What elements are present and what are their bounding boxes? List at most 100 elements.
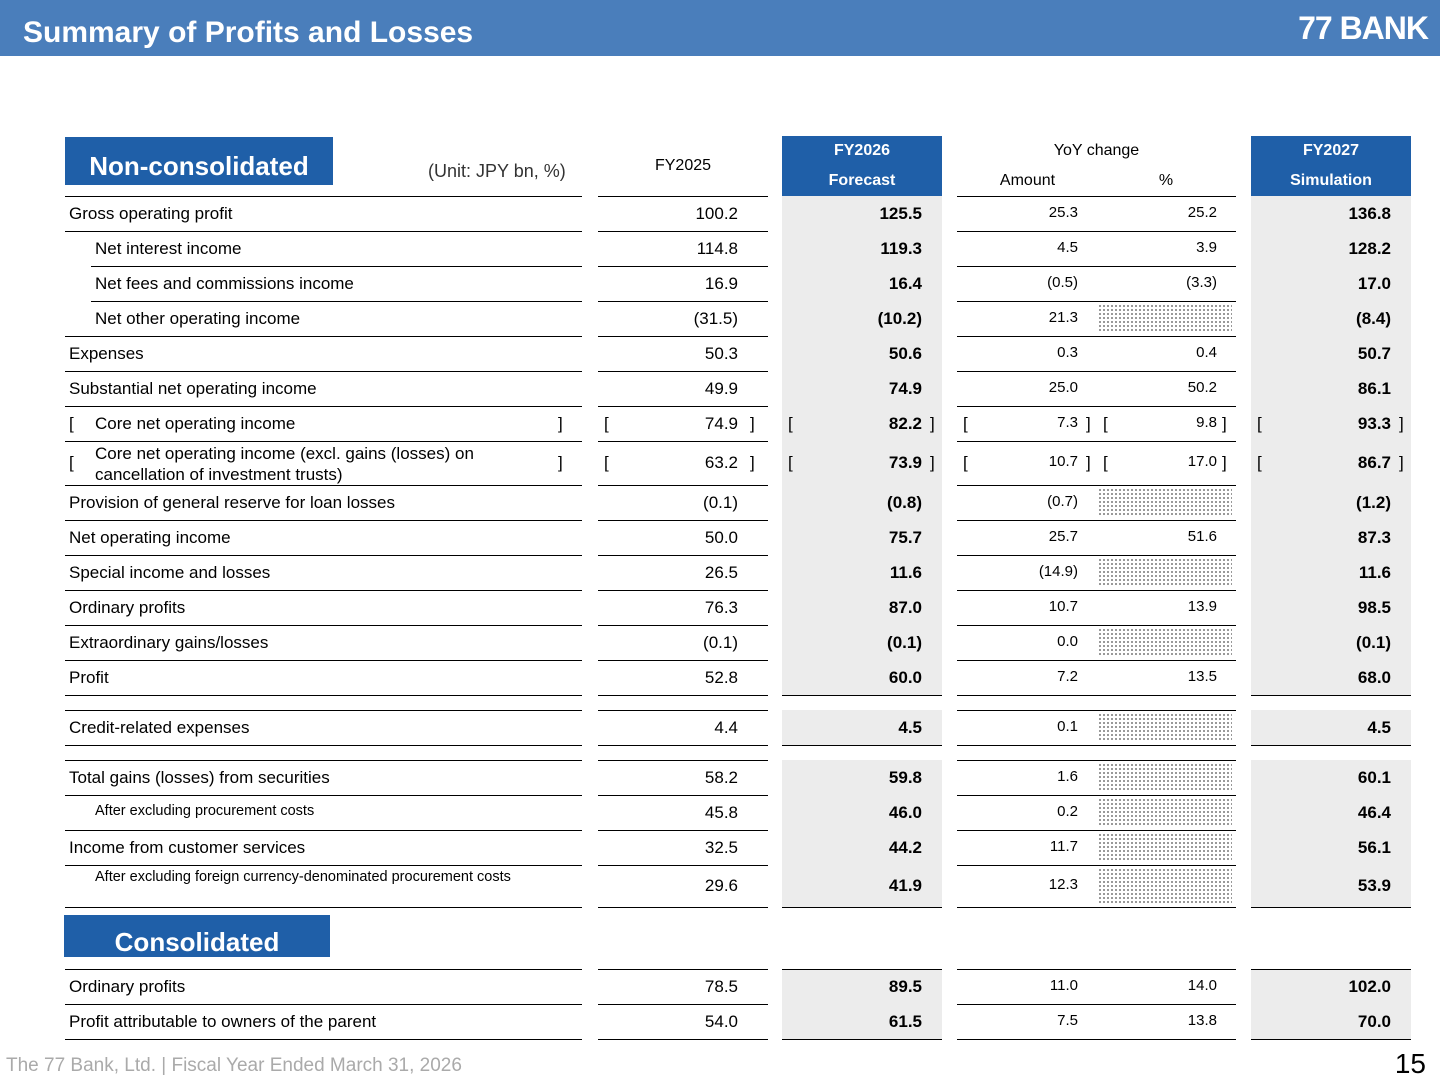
row-divider xyxy=(957,1004,1236,1005)
fy2026-value: 59.8 xyxy=(888,767,922,787)
yoy-amount-value: 11.0 xyxy=(1049,976,1078,994)
fy2026-value: 75.7 xyxy=(888,527,922,547)
fy2026-cell-bg xyxy=(782,760,942,795)
yoy-pct-value: 13.8 xyxy=(1187,1011,1217,1029)
row-divider xyxy=(1251,907,1411,908)
row-divider xyxy=(65,745,582,746)
fy2026-value: 82.2 xyxy=(888,413,922,433)
fy2026-value: 4.5 xyxy=(898,717,922,737)
yoy-amount-value: 21.3 xyxy=(1048,308,1078,326)
pct-na-pattern xyxy=(1098,558,1232,587)
fy2027-cell-bg xyxy=(1251,301,1411,336)
yoy-amount-value: 0.1 xyxy=(1057,717,1078,735)
bracket-open: [ xyxy=(1257,413,1262,433)
fy2027-cell-bg xyxy=(1251,406,1411,441)
fy2026-cell-bg xyxy=(782,795,942,830)
row-divider xyxy=(65,336,582,337)
pct-na-pattern xyxy=(1098,763,1232,792)
row-divider xyxy=(957,555,1236,556)
row-divider xyxy=(65,1004,582,1005)
row-divider xyxy=(598,795,768,796)
row-divider xyxy=(598,231,768,232)
row-divider xyxy=(65,231,582,232)
row-label: Net interest income xyxy=(95,238,242,258)
fy2026-value: (0.1) xyxy=(887,632,922,652)
bracket-open: [ xyxy=(1103,413,1108,433)
row-divider xyxy=(65,590,582,591)
row-label: Core net operating income xyxy=(95,413,296,433)
fy2027-value: 11.6 xyxy=(1358,562,1391,582)
row-divider xyxy=(957,371,1236,372)
row-label: After excluding foreign currency-denomin… xyxy=(95,869,511,885)
row-label: Credit-related expenses xyxy=(69,717,250,737)
fy2027-value: (8.4) xyxy=(1356,308,1391,328)
col-header-amount: Amount xyxy=(999,172,1056,189)
fy2025-value: 26.5 xyxy=(704,562,738,582)
fy2026-cell-bg xyxy=(782,266,942,301)
fy2026-cell-bg xyxy=(782,555,942,590)
row-divider xyxy=(957,520,1236,521)
fy2027-cell-bg xyxy=(1251,266,1411,301)
fy2026-value: (0.8) xyxy=(887,492,922,512)
fy2027-cell-bg xyxy=(1251,830,1411,865)
fy2027-value: 46.4 xyxy=(1357,802,1391,822)
col-header-pct: % xyxy=(1158,172,1174,189)
fy2026-value: 60.0 xyxy=(888,667,922,687)
row-divider xyxy=(957,830,1236,831)
fy2027-value: 128.2 xyxy=(1348,238,1391,258)
row-divider xyxy=(598,371,768,372)
yoy-amount-value: 1.6 xyxy=(1057,767,1078,785)
bracket-open: [ xyxy=(788,413,793,433)
fy2027-cell-bg xyxy=(1251,231,1411,266)
fy2026-cell-bg xyxy=(782,1004,942,1039)
row-divider xyxy=(957,406,1236,407)
row-divider xyxy=(1251,695,1411,696)
bracket-close: ] xyxy=(558,453,563,472)
fy2025-value: 54.0 xyxy=(704,1011,738,1031)
row-divider xyxy=(957,660,1236,661)
row-label: Ordinary profits xyxy=(69,976,186,996)
pct-na-pattern xyxy=(1098,868,1232,904)
fy2027-value: 93.3 xyxy=(1357,413,1391,433)
bracket-open: [ xyxy=(1103,453,1108,472)
pct-na-pattern xyxy=(1098,833,1232,862)
fy2027-value: 136.8 xyxy=(1348,203,1391,223)
fy2026-cell-bg xyxy=(782,371,942,406)
pct-na-pattern xyxy=(1098,304,1232,333)
fy2026-value: 89.5 xyxy=(888,976,922,996)
fy2026-value: 41.9 xyxy=(888,876,922,895)
fy2026-cell-bg xyxy=(782,590,942,625)
row-divider xyxy=(782,969,942,970)
fy2026-cell-bg xyxy=(782,830,942,865)
row-divider xyxy=(65,406,582,407)
row-divider xyxy=(598,760,768,761)
row-divider xyxy=(598,625,768,626)
bracket-close: ] xyxy=(1086,413,1091,433)
fy2027-cell-bg xyxy=(1251,196,1411,231)
fy2026-cell-bg xyxy=(782,660,942,695)
row-label: Income from customer services xyxy=(69,837,306,857)
yoy-pct-value: (3.3) xyxy=(1186,273,1217,291)
row-divider xyxy=(598,865,768,866)
yoy-amount-value: 0.2 xyxy=(1057,802,1078,820)
bracket-close: ] xyxy=(750,413,755,433)
row-divider xyxy=(957,695,1236,696)
yoy-amount-value: (0.5) xyxy=(1047,273,1078,291)
fy2025-value: 74.9 xyxy=(704,413,738,433)
row-divider xyxy=(957,907,1236,908)
fy2025-value: 32.5 xyxy=(704,837,738,857)
row-divider xyxy=(598,555,768,556)
yoy-amount-value: 10.7 xyxy=(1048,453,1078,470)
row-divider xyxy=(957,760,1236,761)
row-label: Net other operating income xyxy=(95,308,301,328)
row-divider xyxy=(598,441,768,442)
page-number: 15 xyxy=(1394,1048,1426,1079)
row-divider xyxy=(1251,1039,1411,1040)
row-divider xyxy=(598,336,768,337)
fy2027-cell-bg xyxy=(1251,865,1411,907)
row-divider xyxy=(65,485,582,486)
row-label: Provision of general reserve for loan lo… xyxy=(69,492,395,512)
row-divider xyxy=(598,695,768,696)
page-title: Summary of Profits and Losses xyxy=(23,16,474,49)
bracket-open: [ xyxy=(69,453,74,472)
